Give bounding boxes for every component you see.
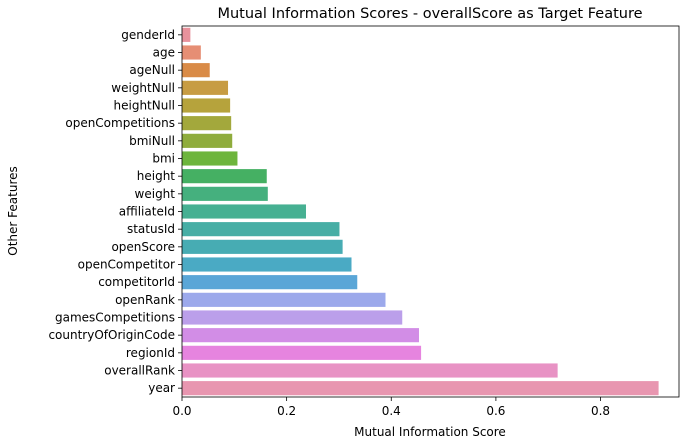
bars-group — [182, 27, 659, 396]
y-ticks-group: genderId age ageNull weightNull heightNull op… — [48, 28, 182, 395]
y-tick-label-games-competitions: gamesCompetitions — [55, 311, 175, 325]
y-axis-title: Other Features — [6, 166, 20, 255]
bar-region-id — [182, 345, 422, 360]
bar-open-competitions — [182, 116, 232, 131]
bar-gender-id — [182, 27, 191, 42]
y-tick-label-weight-null: weightNull — [111, 81, 175, 95]
y-tick-label-open-competitor: openCompetitor — [78, 258, 175, 272]
bar-overall-rank — [182, 363, 558, 378]
y-tick-label-competitor-id: competitorId — [98, 275, 175, 289]
y-tick-label-overall-rank: overallRank — [104, 364, 175, 378]
y-tick-label-year: year — [148, 381, 175, 395]
y-tick-label-affiliate-id: affiliateId — [119, 205, 175, 219]
x-tick-label: 0.2 — [277, 404, 296, 418]
y-tick-label-bmi-null: bmiNull — [129, 134, 175, 148]
bar-games-competitions — [182, 310, 403, 325]
plot-frame — [181, 25, 680, 398]
bar-status-id — [182, 222, 340, 237]
bar-age-null — [182, 63, 210, 78]
y-tick-label-age-null: ageNull — [129, 63, 175, 77]
bar-age — [182, 45, 201, 60]
bar-country-of-origin-code — [182, 328, 419, 343]
chart-title: Mutual Information Scores - overallScore… — [217, 6, 642, 22]
bar-open-score — [182, 239, 343, 254]
x-axis-title: Mutual Information Score — [354, 425, 506, 439]
bar-weight — [182, 186, 268, 201]
y-tick-label-open-score: openScore — [111, 240, 175, 254]
x-tick-label: 0.8 — [591, 404, 610, 418]
y-tick-label-open-competitions: openCompetitions — [65, 116, 175, 130]
y-tick-label-gender-id: genderId — [121, 28, 175, 42]
bar-height-null — [182, 98, 231, 113]
x-ticks-group: 0.0 0.2 0.4 0.6 0.8 — [172, 397, 610, 418]
bar-year — [182, 381, 659, 396]
y-tick-label-open-rank: openRank — [115, 293, 175, 307]
bar-weight-null — [182, 80, 229, 95]
y-tick-label-age: age — [153, 46, 175, 60]
y-tick-label-status-id: statusId — [127, 222, 175, 236]
y-tick-label-region-id: regionId — [126, 346, 175, 360]
y-tick-label-country-of-origin-code: countryOfOriginCode — [48, 328, 175, 342]
y-tick-label-height: height — [137, 169, 176, 183]
bar-affiliate-id — [182, 204, 306, 219]
bar-height — [182, 169, 267, 184]
y-tick-label-weight: weight — [135, 187, 176, 201]
x-tick-label: 0.0 — [172, 404, 191, 418]
bar-competitor-id — [182, 275, 358, 290]
y-tick-label-height-null: heightNull — [114, 99, 176, 113]
bar-bmi — [182, 151, 238, 166]
bar-open-competitor — [182, 257, 352, 272]
x-tick-label: 0.6 — [486, 404, 505, 418]
x-tick-label: 0.4 — [382, 404, 401, 418]
bar-bmi-null — [182, 133, 233, 148]
bar-open-rank — [182, 292, 386, 307]
y-tick-label-bmi: bmi — [152, 152, 175, 166]
